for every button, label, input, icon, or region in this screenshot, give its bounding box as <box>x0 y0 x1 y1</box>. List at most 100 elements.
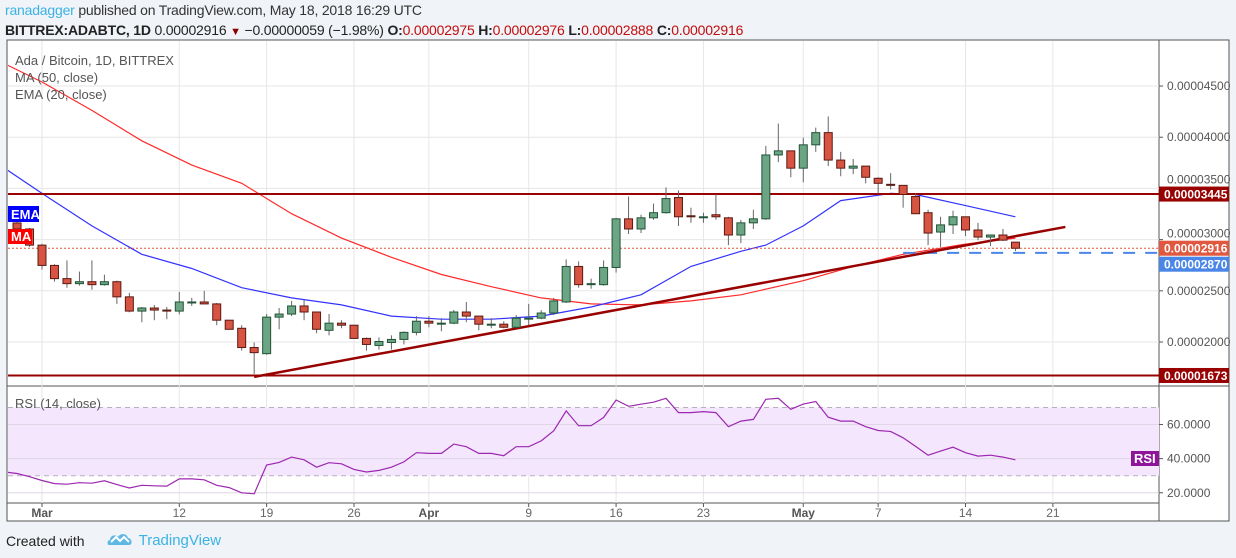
candle-body <box>187 301 197 304</box>
candle-body <box>836 159 846 169</box>
price-tag-label: 0.00002916 <box>1164 242 1228 256</box>
candle-body <box>174 301 184 312</box>
candle-body <box>673 197 683 218</box>
publish-info: ranadagger published on TradingView.com,… <box>5 2 422 18</box>
rsi-pane[interactable] <box>5 397 1016 495</box>
candle-body <box>287 305 297 315</box>
trendline[interactable] <box>253 225 1066 379</box>
date-tick-label: Apr <box>419 506 440 520</box>
candle <box>237 325 247 351</box>
tradingview-logo-icon[interactable] <box>107 531 133 550</box>
date-tick-label: 7 <box>875 506 882 520</box>
candle <box>274 308 284 330</box>
candle <box>636 214 646 234</box>
high-value: 0.00002976 <box>492 22 565 38</box>
candle <box>449 310 459 325</box>
legend-rsi[interactable]: RSI (14, close) <box>15 396 101 411</box>
candle <box>923 209 933 246</box>
candle <box>973 222 983 241</box>
price-tick-label: 0.00003500 <box>1167 173 1231 187</box>
symbol: BITTREX:ADABTC, 1D <box>5 22 151 38</box>
candle <box>299 299 309 321</box>
candle-body <box>262 316 272 355</box>
candle-body <box>461 311 471 317</box>
candle-body <box>12 222 22 230</box>
candle-body <box>873 177 883 184</box>
candle-body <box>137 307 147 312</box>
candle <box>87 260 97 290</box>
price-tag <box>1159 256 1229 272</box>
ema-tag <box>8 206 39 222</box>
candle-body <box>411 320 421 333</box>
candle-body <box>449 311 459 324</box>
candle-body <box>274 313 284 318</box>
high-label: H: <box>478 22 493 38</box>
candle-body <box>586 283 596 286</box>
ma-tag-text: MA <box>11 229 32 244</box>
candle-body <box>649 212 659 219</box>
price-tag-label: 0.00003445 <box>1164 188 1228 202</box>
symbol-info: BITTREX:ADABTC, 1D 0.00002916 ▼ −0.00000… <box>5 22 743 38</box>
candle <box>998 228 1008 242</box>
date-tick-label: 21 <box>1046 506 1060 520</box>
candle-body <box>823 132 833 161</box>
candle <box>399 331 409 345</box>
last-price: 0.00002916 <box>154 22 227 38</box>
candle-body <box>748 218 758 224</box>
candle <box>574 261 584 288</box>
candle-body <box>349 324 359 339</box>
open-label: O: <box>387 22 403 38</box>
candle-body <box>985 234 995 238</box>
candle <box>349 324 359 339</box>
candle <box>723 216 733 246</box>
legend-ma[interactable]: MA (50, close) <box>15 70 98 85</box>
candle-body <box>611 218 621 268</box>
candle <box>386 335 396 350</box>
tradingview-link[interactable]: TradingView <box>138 532 222 549</box>
candle-body <box>973 229 983 238</box>
author-link[interactable]: ranadagger <box>5 2 75 18</box>
price-tag-label: 0.00001673 <box>1164 369 1228 383</box>
candle <box>549 297 559 316</box>
candle-body <box>736 222 746 236</box>
candle <box>786 150 796 178</box>
price-tick-label: 0.00004000 <box>1167 130 1231 144</box>
candle-body <box>299 305 309 313</box>
candle-body <box>798 144 808 169</box>
candle-body <box>711 214 721 218</box>
candle <box>337 320 347 329</box>
legend-title: Ada / Bitcoin, 1D, BITTREX <box>15 53 174 68</box>
candle <box>811 127 821 152</box>
candle <box>424 316 434 328</box>
candle <box>124 292 134 313</box>
date-tick-label: 14 <box>959 506 973 520</box>
candle-body <box>723 217 733 236</box>
candle-body <box>386 338 396 344</box>
candle-body <box>698 216 708 219</box>
ma-tag <box>8 229 32 244</box>
candle <box>199 290 209 305</box>
candle <box>461 301 471 323</box>
candle <box>74 271 84 286</box>
candle <box>112 280 122 304</box>
candle <box>361 337 371 351</box>
candle-body <box>436 322 446 325</box>
candle-body <box>923 212 933 234</box>
candle <box>599 260 609 286</box>
rsi-tick-label: 20.0000 <box>1167 486 1211 500</box>
candle <box>798 137 808 183</box>
candle-body <box>99 281 109 286</box>
candle-body <box>237 327 247 349</box>
candle-body <box>486 323 496 326</box>
candle-body <box>162 309 172 312</box>
price-pane[interactable] <box>5 64 1159 379</box>
candle <box>748 209 758 229</box>
candle-body <box>124 296 134 312</box>
candle-body <box>524 317 534 320</box>
date-tick-label: 26 <box>347 506 361 520</box>
price-tag <box>1159 367 1229 383</box>
legend-ema[interactable]: EMA (20, close) <box>15 87 107 102</box>
candle-body <box>773 150 783 156</box>
price-tick-label: 0.00002500 <box>1167 284 1231 298</box>
